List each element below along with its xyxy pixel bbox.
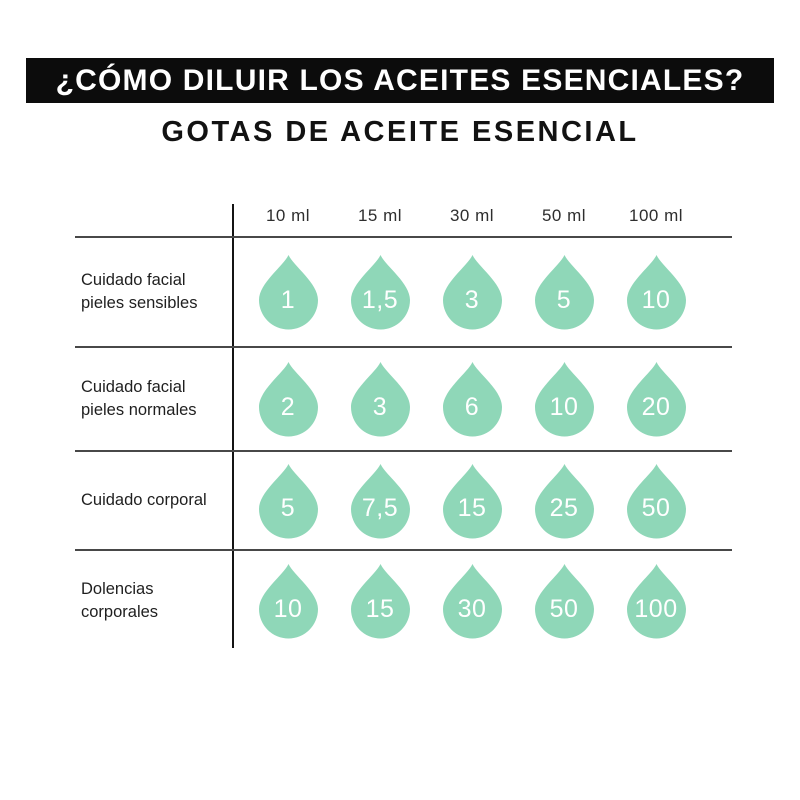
drop-cell: 100 <box>610 563 702 639</box>
table-row: Cuidado facial pieles sensibles 1 1,5 <box>75 236 732 346</box>
drop-cell: 30 <box>426 563 518 639</box>
drop-cell: 25 <box>518 463 610 539</box>
drop-cell: 50 <box>610 463 702 539</box>
drop-value: 5 <box>556 285 572 314</box>
drop-icon: 3 <box>441 254 504 330</box>
column-header-10ml: 10 ml <box>265 205 311 225</box>
column-header-50ml: 50 ml <box>541 205 587 225</box>
row-label: Dolencias corporales <box>75 578 233 624</box>
drop-icon: 5 <box>533 254 596 330</box>
drop-icon: 15 <box>349 563 412 639</box>
drop-value: 10 <box>641 285 671 314</box>
drop-cell: 15 <box>426 463 518 539</box>
drop-cell: 6 <box>426 361 518 437</box>
row-label-line: corporales <box>81 603 159 621</box>
drop-icon: 5 <box>257 463 320 539</box>
page-title: ¿CÓMO DILUIR LOS ACEITES ESENCIALES? <box>55 63 745 97</box>
drop-icon: 15 <box>441 463 504 539</box>
drop-cell: 5 <box>242 463 334 539</box>
drop-value: 100 <box>634 594 678 623</box>
drop-icon: 1,5 <box>349 254 412 330</box>
drop-cell: 1,5 <box>334 254 426 330</box>
row-label-line: pieles sensibles <box>81 294 198 312</box>
table-header-row: 10 ml 15 ml 30 ml 50 ml 100 ml <box>75 195 732 236</box>
column-header-30ml: 30 ml <box>449 205 495 225</box>
drop-value: 15 <box>457 494 487 522</box>
drop-icon: 30 <box>441 563 504 639</box>
drop-cell: 15 <box>334 563 426 639</box>
table-row: Cuidado facial pieles normales 2 3 <box>75 346 732 450</box>
drop-cell: 2 <box>242 361 334 437</box>
drop-value: 6 <box>464 392 480 421</box>
drop-icon: 1 <box>257 254 320 330</box>
drop-icon: 20 <box>625 361 688 437</box>
drop-value: 10 <box>549 392 579 421</box>
drop-value: 1,5 <box>361 285 399 314</box>
drop-value: 7,5 <box>361 494 399 522</box>
drop-cell: 50 <box>518 563 610 639</box>
drop-value: 15 <box>365 594 395 623</box>
row-label-line: Cuidado corporal <box>81 491 207 509</box>
drop-cell: 10 <box>610 254 702 330</box>
drop-cell: 5 <box>518 254 610 330</box>
drop-cell: 20 <box>610 361 702 437</box>
row-label-line: Cuidado facial <box>81 271 186 289</box>
drop-value: 50 <box>641 494 671 522</box>
drop-icon: 3 <box>349 361 412 437</box>
column-header-100ml: 100 ml <box>628 205 684 225</box>
drop-cell: 10 <box>242 563 334 639</box>
drop-icon: 10 <box>533 361 596 437</box>
drop-cell: 10 <box>518 361 610 437</box>
row-label: Cuidado facial pieles normales <box>75 376 233 422</box>
drop-icon: 2 <box>257 361 320 437</box>
drop-icon: 10 <box>257 563 320 639</box>
drop-value: 10 <box>273 594 303 623</box>
row-label-line: pieles normales <box>81 401 197 419</box>
drop-icon: 100 <box>625 563 688 639</box>
drop-value: 5 <box>280 494 296 522</box>
drop-value: 25 <box>549 494 579 522</box>
drop-value: 3 <box>464 285 480 314</box>
table-vertical-divider <box>232 204 234 648</box>
drop-value: 30 <box>457 594 487 623</box>
table-row: Dolencias corporales 10 15 30 <box>75 549 732 651</box>
drop-value: 3 <box>372 392 388 421</box>
drop-icon: 25 <box>533 463 596 539</box>
drop-cell: 1 <box>242 254 334 330</box>
row-label-line: Dolencias <box>81 580 154 598</box>
title-bar: ¿CÓMO DILUIR LOS ACEITES ESENCIALES? <box>26 58 774 103</box>
drop-cell: 3 <box>426 254 518 330</box>
column-header-15ml: 15 ml <box>357 205 403 225</box>
row-label-line: Cuidado facial <box>81 378 186 396</box>
table-row: Cuidado corporal 5 7,5 15 <box>75 450 732 549</box>
drop-icon: 7,5 <box>349 463 412 539</box>
page-subtitle: GOTAS DE ACEITE ESENCIAL <box>161 116 639 148</box>
drop-value: 20 <box>641 392 671 421</box>
drop-cell: 3 <box>334 361 426 437</box>
drop-value: 50 <box>549 594 579 623</box>
row-label: Cuidado facial pieles sensibles <box>75 269 233 315</box>
drop-icon: 50 <box>533 563 596 639</box>
drop-cell: 7,5 <box>334 463 426 539</box>
drop-value: 1 <box>280 285 296 314</box>
drop-icon: 6 <box>441 361 504 437</box>
dilution-table: 10 ml 15 ml 30 ml 50 ml 100 ml Cuidado f… <box>75 195 732 651</box>
row-label: Cuidado corporal <box>75 489 233 512</box>
drop-value: 2 <box>280 392 296 421</box>
drop-icon: 10 <box>625 254 688 330</box>
drop-icon: 50 <box>625 463 688 539</box>
